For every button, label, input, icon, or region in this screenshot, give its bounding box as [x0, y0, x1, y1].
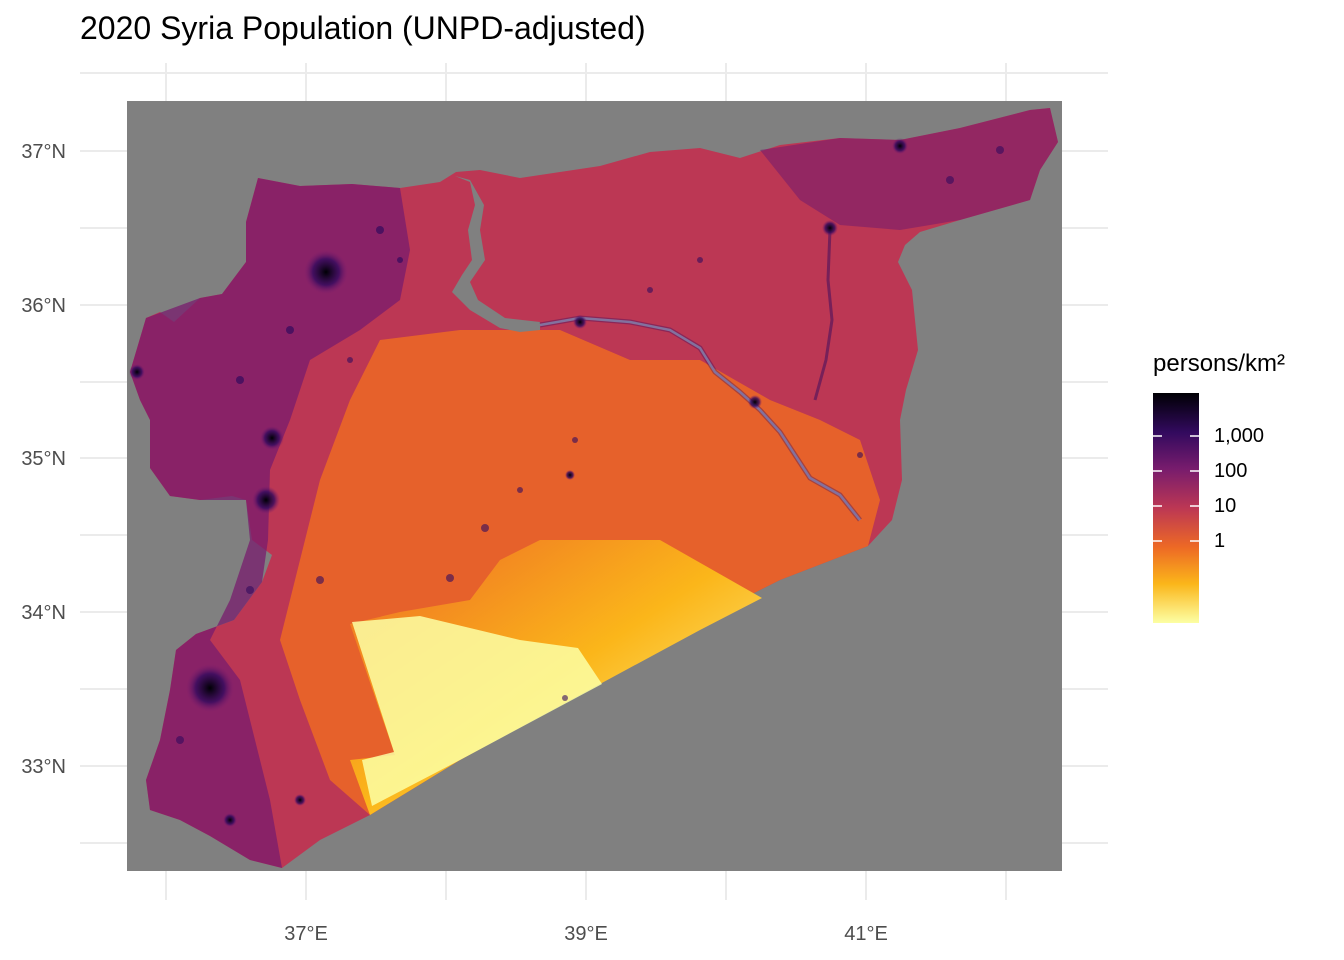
euphrates-valley	[539, 315, 862, 522]
y-tick-label: 37°N	[21, 141, 66, 163]
x-tick-label: 37°E	[284, 923, 328, 945]
desert-core	[352, 616, 602, 806]
city-qamishli	[892, 138, 908, 154]
y-tick-label: 34°N	[21, 602, 66, 624]
chart-title: 2020 Syria Population (UNPD-adjusted)	[80, 10, 646, 46]
x-axis-ticks: 37°E 39°E 41°E	[284, 923, 888, 945]
city-homs	[252, 486, 280, 514]
y-axis-ticks: 37°N 36°N 35°N 34°N 33°N	[21, 141, 66, 778]
city-suwayda	[294, 794, 306, 806]
legend-label: 100	[1214, 460, 1248, 482]
legend-colorbar	[1153, 393, 1199, 623]
y-tick-label: 35°N	[21, 448, 66, 470]
legend-label: 10	[1214, 495, 1237, 517]
euphrates-river	[539, 316, 861, 521]
legend-title: persons/km²	[1153, 350, 1286, 377]
dense-northeast	[760, 108, 1058, 230]
x-tick-label: 41°E	[844, 923, 888, 945]
city-palmyra	[565, 470, 575, 480]
y-tick-label: 33°N	[21, 756, 66, 778]
x-tick-label: 39°E	[564, 923, 608, 945]
lake-assad	[452, 176, 540, 332]
city-markers	[129, 138, 1004, 827]
y-tick-label: 36°N	[21, 295, 66, 317]
city-dara	[223, 813, 237, 827]
city-deir-ez-zor	[748, 395, 762, 409]
city-latakia	[129, 364, 145, 380]
city-hama	[260, 426, 284, 450]
legend-ticks	[1153, 435, 1199, 542]
city-raqqa	[573, 315, 587, 329]
city-damascus	[186, 664, 234, 712]
legend-label: 1	[1214, 530, 1226, 552]
legend-label: 1,000	[1214, 425, 1265, 447]
khabur-river	[813, 229, 834, 401]
city-aleppo	[304, 250, 348, 294]
city-hasakah	[822, 220, 838, 236]
